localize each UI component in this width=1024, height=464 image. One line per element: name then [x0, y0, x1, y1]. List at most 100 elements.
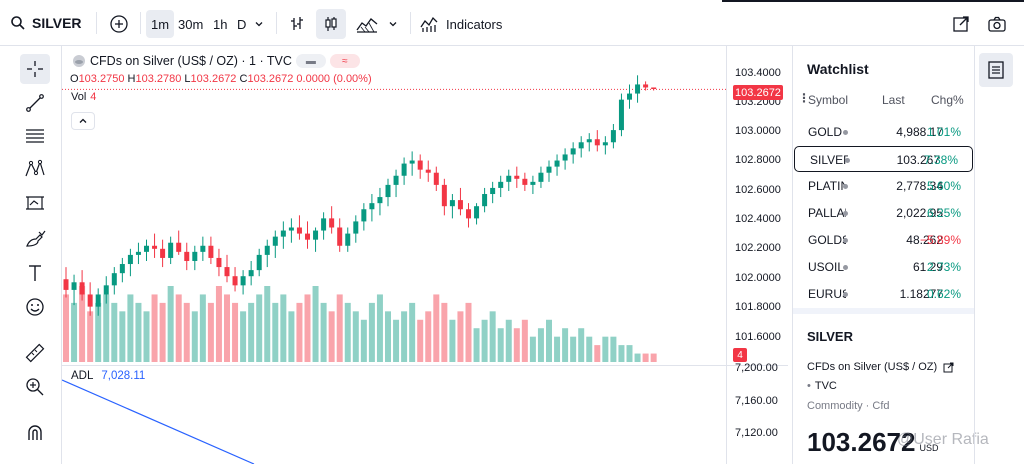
- candle-body: [176, 242, 182, 252]
- chart-pane[interactable]: CFDs on Silver (US$ / OZ) · 1 · TVC ▬ ≈ …: [62, 46, 788, 464]
- price-label: 102.6000: [735, 184, 781, 196]
- watchlist-header: ⋮ Symbol Last Chg%: [793, 91, 975, 110]
- trend-line-icon: [26, 94, 44, 112]
- row-last: 2,778.34: [896, 179, 943, 193]
- volume-bar: [586, 336, 593, 362]
- area-style-button[interactable]: [352, 9, 382, 39]
- candle-body: [433, 172, 439, 185]
- series-legend[interactable]: CFDs on Silver (US$ / OZ) · 1 · TVC ▬ ≈: [72, 54, 360, 68]
- volume-bar: [417, 319, 424, 362]
- volume-legend[interactable]: Vol 4: [71, 91, 96, 103]
- panel-divider[interactable]: [793, 308, 975, 314]
- row-change: 7.38%: [923, 153, 958, 167]
- icon-tool[interactable]: [20, 292, 50, 322]
- row-last: 4,988.17: [896, 125, 943, 139]
- watchlist-row-palladium[interactable]: PALLADIUM 2,022.956.25%: [793, 200, 975, 226]
- volume-bar: [650, 353, 657, 362]
- watchlist-row-silver[interactable]: SILVER 103.267 7.38%: [794, 146, 973, 172]
- trend-line-tool[interactable]: [20, 88, 50, 118]
- candles-style-button[interactable]: [316, 9, 346, 39]
- timeframe-d[interactable]: D: [237, 16, 247, 32]
- measure-tool[interactable]: [20, 338, 50, 368]
- volume-bar: [87, 311, 94, 362]
- candle-body: [184, 251, 190, 261]
- volume-bar: [256, 294, 263, 362]
- volume-bar: [143, 311, 150, 362]
- detail-symbol[interactable]: SILVER: [807, 329, 853, 344]
- crosshair-tool[interactable]: [20, 54, 50, 84]
- adl-legend[interactable]: ADL 7,028.11: [71, 370, 145, 382]
- volume-bar: [296, 302, 303, 362]
- column-last[interactable]: Last: [882, 93, 905, 107]
- compare-button[interactable]: [104, 9, 134, 39]
- symbol-search[interactable]: SILVER: [10, 8, 82, 38]
- row-change: 6.25%: [926, 206, 961, 220]
- volume-bar: [562, 328, 569, 362]
- brush-tool[interactable]: [20, 224, 50, 254]
- watchlist-row-usoil[interactable]: USOIL 61.29 2.73%: [793, 254, 975, 280]
- watchlist-row-goldsilver[interactable]: GOLDSILVER 48.262−5.89%: [793, 227, 975, 253]
- timeframe-1m[interactable]: 1m: [146, 10, 175, 38]
- timeframe-1h[interactable]: 1h: [213, 16, 228, 32]
- candle-body: [635, 84, 641, 94]
- pattern-tool[interactable]: [20, 154, 50, 184]
- price-label: 103.4000: [735, 67, 781, 79]
- status-dot: [843, 292, 848, 297]
- adl-scale-label: 7,160.00: [735, 395, 778, 407]
- chevron-down-icon: [389, 22, 397, 27]
- timeframe-dropdown[interactable]: [248, 9, 270, 39]
- low-label: L: [184, 73, 191, 85]
- crosshair-icon: [27, 61, 43, 77]
- volume-bar: [457, 311, 464, 362]
- snapshot-button[interactable]: [982, 9, 1012, 39]
- candle-body: [272, 236, 278, 246]
- row-change: 5.60%: [926, 179, 961, 193]
- chart-canvas[interactable]: [62, 46, 726, 464]
- row-change: 2.73%: [926, 260, 961, 274]
- detail-price-value: 103.2672: [807, 427, 916, 457]
- bar-style-button[interactable]: [282, 9, 312, 39]
- price-label: 103.0000: [735, 125, 781, 137]
- candle-body: [457, 200, 463, 210]
- watchlist-title[interactable]: Watchlist: [807, 61, 869, 77]
- volume-bar: [232, 302, 239, 362]
- candle-body: [168, 242, 174, 258]
- chart-style-dropdown[interactable]: [382, 9, 404, 39]
- detail-description[interactable]: CFDs on Silver (US$ / OZ): [807, 361, 954, 373]
- price-scale[interactable]: 103.4000 103.2000 103.0000 102.8000 102.…: [726, 46, 788, 464]
- candle-body: [240, 276, 246, 286]
- watchlist-row-platinum[interactable]: PLATINUM 2,778.345.60%: [793, 173, 975, 199]
- row-symbol: SILVER: [810, 153, 848, 167]
- drag-handle-icon[interactable]: ⋮: [798, 91, 810, 105]
- watchlist-toggle-button[interactable]: [979, 53, 1013, 87]
- candle-body: [87, 294, 93, 307]
- volume-bar: [207, 302, 214, 362]
- volume-bar: [409, 302, 416, 362]
- pane-separator[interactable]: [62, 365, 788, 366]
- plus-circle-icon: [110, 15, 128, 33]
- collapse-legend-button[interactable]: [71, 112, 95, 130]
- volume-bar: [360, 319, 367, 362]
- volume-bar: [546, 319, 552, 362]
- row-last: 2,022.95: [896, 206, 943, 220]
- fib-tool[interactable]: [20, 121, 50, 151]
- candle-body: [530, 181, 536, 185]
- forecast-tool[interactable]: [20, 188, 50, 218]
- watchlist-row-gold[interactable]: GOLD 4,988.17 1.01%: [793, 119, 975, 145]
- timeframe-30m[interactable]: 30m: [178, 16, 204, 32]
- volume-bar: [103, 294, 110, 362]
- candle-body: [345, 233, 351, 246]
- chevron-up-icon: [79, 118, 87, 123]
- zoom-tool[interactable]: [20, 372, 50, 402]
- column-chg[interactable]: Chg%: [931, 93, 964, 107]
- volume-bar: [95, 302, 102, 362]
- row-last: 61.29: [912, 260, 943, 274]
- detail-exchange[interactable]: • TVC: [807, 380, 837, 392]
- indicators-button[interactable]: Indicators: [420, 9, 502, 39]
- magnet-tool[interactable]: [20, 418, 50, 448]
- text-tool[interactable]: [20, 258, 50, 288]
- row-symbol: PALLADIUM: [808, 206, 846, 220]
- column-symbol[interactable]: Symbol: [808, 93, 849, 107]
- fullscreen-button[interactable]: [946, 9, 976, 39]
